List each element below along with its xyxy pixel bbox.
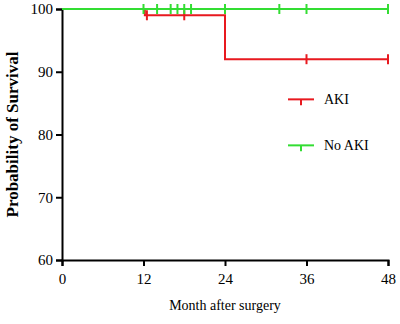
tick-label: 0 xyxy=(59,271,67,287)
y-axis: 60 70 80 90 100 xyxy=(31,1,63,268)
survival-line xyxy=(62,9,388,59)
tick-label: 36 xyxy=(300,271,316,287)
tick: 80 xyxy=(38,127,62,143)
tick: 36 xyxy=(300,260,316,287)
tick-label: 100 xyxy=(31,1,54,17)
tick-label: 90 xyxy=(38,64,53,80)
censor-mark xyxy=(306,4,308,14)
tick: 24 xyxy=(218,260,234,287)
tick-mark xyxy=(56,134,62,136)
y-axis-title: Probability of Survival xyxy=(3,51,22,217)
tick-mark xyxy=(143,260,145,266)
tick-label: 48 xyxy=(381,271,396,287)
legend-swatch xyxy=(300,99,302,105)
censor-mark xyxy=(306,54,308,64)
tick-mark xyxy=(56,197,62,199)
tick-mark xyxy=(56,260,62,262)
legend-entry: No AKI xyxy=(288,138,369,153)
legend-swatch xyxy=(300,145,302,151)
censor-mark xyxy=(183,4,185,14)
chart: 0 12 24 36 48 60 70 80 90 100 AKI No AKI Month after… xyxy=(0,0,400,324)
axis-line xyxy=(56,10,63,261)
legend-label: No AKI xyxy=(324,138,369,153)
tick-label: 80 xyxy=(38,127,53,143)
tick: 100 xyxy=(31,1,63,17)
plot: 0 12 24 36 48 60 70 80 90 100 AKI No AKI xyxy=(31,1,397,287)
tick-label: 24 xyxy=(218,271,234,287)
tick: 70 xyxy=(38,190,62,206)
tick: 0 xyxy=(59,260,67,287)
censor-mark xyxy=(278,4,280,14)
censor-mark xyxy=(190,4,192,14)
tick-label: 70 xyxy=(38,190,53,206)
censor-mark xyxy=(170,4,172,14)
tick-mark xyxy=(388,260,390,266)
legend-entry: AKI xyxy=(288,92,349,107)
tick: 60 xyxy=(38,252,62,268)
censor-mark xyxy=(156,4,158,14)
tick: 48 xyxy=(381,260,396,287)
tick-label: 12 xyxy=(137,271,152,287)
tick-label: 60 xyxy=(38,252,53,268)
tick-mark xyxy=(56,9,62,11)
censor-mark xyxy=(224,4,226,14)
tick: 12 xyxy=(137,260,152,287)
marks xyxy=(62,4,388,64)
censor-mark xyxy=(143,4,145,14)
censor-mark xyxy=(176,4,178,14)
tick: 90 xyxy=(38,64,62,80)
axis-line xyxy=(63,261,389,267)
legend-label: AKI xyxy=(324,92,349,107)
legend: AKI No AKI xyxy=(288,92,369,153)
x-axis: 0 12 24 36 48 xyxy=(59,260,396,287)
censor-mark xyxy=(387,4,389,14)
tick-mark xyxy=(56,71,62,73)
tick-mark xyxy=(225,260,227,266)
tick-mark xyxy=(306,260,308,266)
x-axis-title: Month after surgery xyxy=(169,298,281,313)
censor-mark xyxy=(387,54,389,64)
censor-mark xyxy=(146,10,148,20)
